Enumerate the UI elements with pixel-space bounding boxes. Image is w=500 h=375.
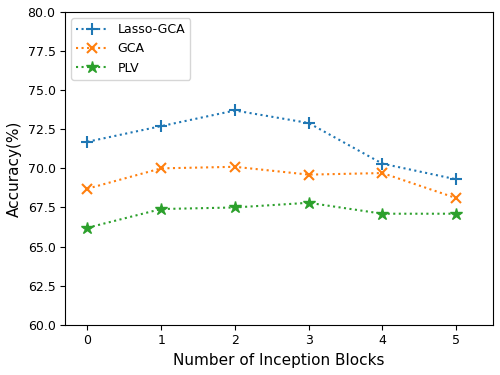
Lasso-GCA	[453, 177, 459, 182]
Lasso-GCA	[84, 140, 90, 144]
GCA	[453, 196, 459, 200]
X-axis label: Number of Inception Blocks: Number of Inception Blocks	[174, 353, 385, 368]
Lasso-GCA	[158, 124, 164, 128]
PLV	[306, 201, 312, 205]
Lasso-GCA	[306, 121, 312, 125]
GCA	[232, 165, 238, 169]
PLV	[84, 225, 90, 230]
GCA	[84, 186, 90, 191]
GCA	[380, 171, 386, 175]
PLV	[158, 207, 164, 211]
Lasso-GCA	[232, 108, 238, 113]
PLV	[380, 211, 386, 216]
Line: Lasso-GCA: Lasso-GCA	[81, 104, 462, 186]
PLV	[232, 205, 238, 210]
Y-axis label: Accuracy(%): Accuracy(%)	[7, 120, 22, 216]
Lasso-GCA	[380, 161, 386, 166]
Legend: Lasso-GCA, GCA, PLV: Lasso-GCA, GCA, PLV	[72, 18, 190, 80]
Line: GCA: GCA	[82, 162, 461, 203]
GCA	[306, 172, 312, 177]
GCA	[158, 166, 164, 171]
PLV	[453, 211, 459, 216]
Line: PLV: PLV	[81, 196, 462, 234]
